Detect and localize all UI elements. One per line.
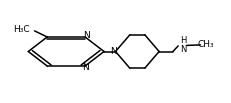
Text: N: N bbox=[83, 31, 90, 40]
Text: CH₃: CH₃ bbox=[198, 40, 215, 49]
Text: N: N bbox=[82, 63, 89, 72]
Text: H
N: H N bbox=[180, 36, 186, 54]
Text: H₃C: H₃C bbox=[13, 25, 30, 34]
Text: N: N bbox=[110, 47, 117, 56]
